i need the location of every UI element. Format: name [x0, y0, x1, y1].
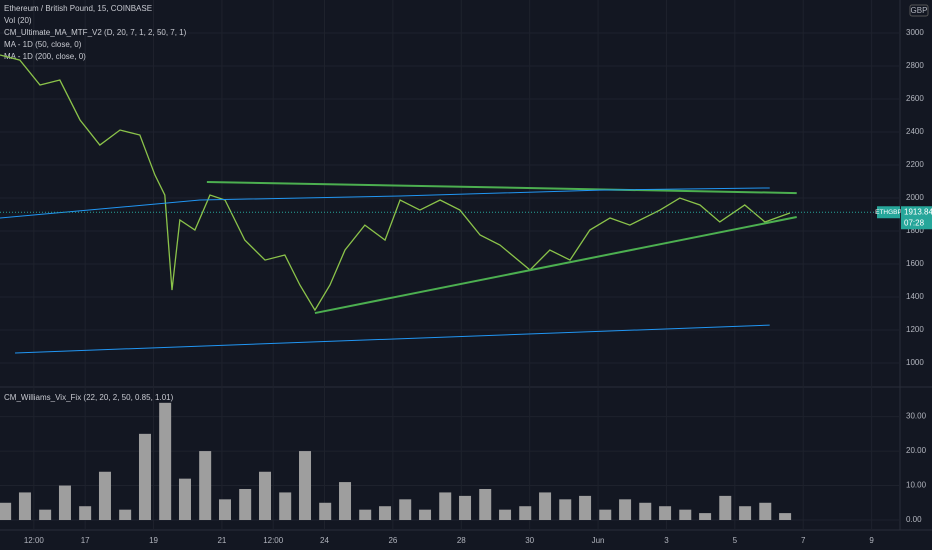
x-tick-label: 24 [320, 536, 329, 545]
last-price: 1913.84 [904, 207, 932, 216]
x-tick-label: 12:00 [24, 536, 45, 545]
x-tick-label: 21 [217, 536, 226, 545]
bar [259, 471, 272, 521]
bar [39, 509, 52, 521]
bar [379, 506, 392, 521]
bar [719, 495, 732, 521]
bar [98, 471, 111, 521]
bar [479, 488, 492, 521]
currency: GBP [911, 6, 928, 15]
bar [419, 509, 432, 521]
bar [279, 492, 292, 521]
bar [18, 492, 31, 521]
bar [0, 502, 12, 521]
x-tick-label: 9 [869, 536, 874, 545]
x-tick-label: 19 [149, 536, 158, 545]
bar [199, 451, 212, 521]
bar [339, 482, 352, 521]
bar [599, 509, 612, 521]
bar [699, 513, 712, 521]
y-tick-label: 1000 [906, 358, 924, 367]
y-tick-label: 3000 [906, 28, 924, 37]
y-tick-label: 0.00 [906, 515, 922, 524]
x-tick-label: Jun [592, 536, 605, 545]
x-tick-label: 3 [664, 536, 669, 545]
indicator: MA - 1D (200, close, 0) [4, 52, 86, 61]
x-tick-label: 28 [457, 536, 466, 545]
bar [319, 502, 332, 521]
y-tick-label: 2800 [906, 61, 924, 70]
y-tick-label: 1400 [906, 292, 924, 301]
bar [679, 509, 692, 521]
y-tick-label: 2200 [906, 160, 924, 169]
bar [499, 509, 512, 521]
bar [58, 485, 71, 521]
bar [739, 506, 752, 521]
bar [359, 509, 372, 521]
x-tick-label: 26 [388, 536, 397, 545]
x-tick-label: 17 [81, 536, 90, 545]
x-tick-label: 30 [525, 536, 534, 545]
series-line [0, 54, 791, 312]
bar [178, 478, 191, 521]
y-tick-label: 2000 [906, 193, 924, 202]
series-line [0, 187, 770, 219]
y-tick-label: 10.00 [906, 481, 927, 490]
bar [639, 502, 652, 521]
bar [159, 402, 172, 521]
y-tick-label: 30.00 [906, 412, 927, 421]
series-line [15, 324, 770, 354]
x-tick-label: 7 [801, 536, 806, 545]
currency-box [909, 4, 929, 17]
bar [559, 499, 572, 521]
bar [539, 492, 552, 521]
bar [459, 495, 472, 521]
bar [239, 488, 252, 521]
bar [759, 502, 772, 521]
price-tag [901, 206, 932, 230]
bar [779, 513, 792, 521]
y-tick-label: 1200 [906, 325, 924, 334]
indicator: MA - 1D (50, close, 0) [4, 40, 82, 49]
bar [299, 451, 312, 521]
bar [138, 433, 151, 521]
bar [659, 506, 672, 521]
series-line [206, 181, 797, 195]
countdown: 07:28 [904, 218, 925, 227]
y-tick-label: 20.00 [906, 446, 927, 455]
y-tick-label: 1800 [906, 226, 924, 235]
symbol-label: ETHGBP [875, 209, 902, 216]
x-tick-label: 5 [733, 536, 738, 545]
x-tick-label: 12:00 [263, 536, 284, 545]
y-tick-label: 1600 [906, 259, 924, 268]
series-line [314, 216, 797, 315]
price-tag [877, 206, 900, 219]
indicator: CM_Williams_Vix_Fix (22, 20, 2, 50, 0.85… [4, 393, 174, 402]
bar [399, 499, 412, 521]
bar [439, 492, 452, 521]
bar [79, 506, 92, 521]
bar [119, 509, 132, 521]
indicator: CM_Ultimate_MA_MTF_V2 (D, 20, 7, 1, 2, 5… [4, 28, 187, 37]
bar [219, 499, 231, 521]
indicator: Vol (20) [4, 16, 32, 25]
y-tick-label: 2600 [906, 94, 924, 103]
bar [579, 495, 592, 521]
bar [619, 499, 632, 521]
bar [519, 506, 532, 521]
y-tick-label: 2400 [906, 127, 924, 136]
symbol-title: Ethereum / British Pound, 15, COINBASE [4, 4, 152, 13]
